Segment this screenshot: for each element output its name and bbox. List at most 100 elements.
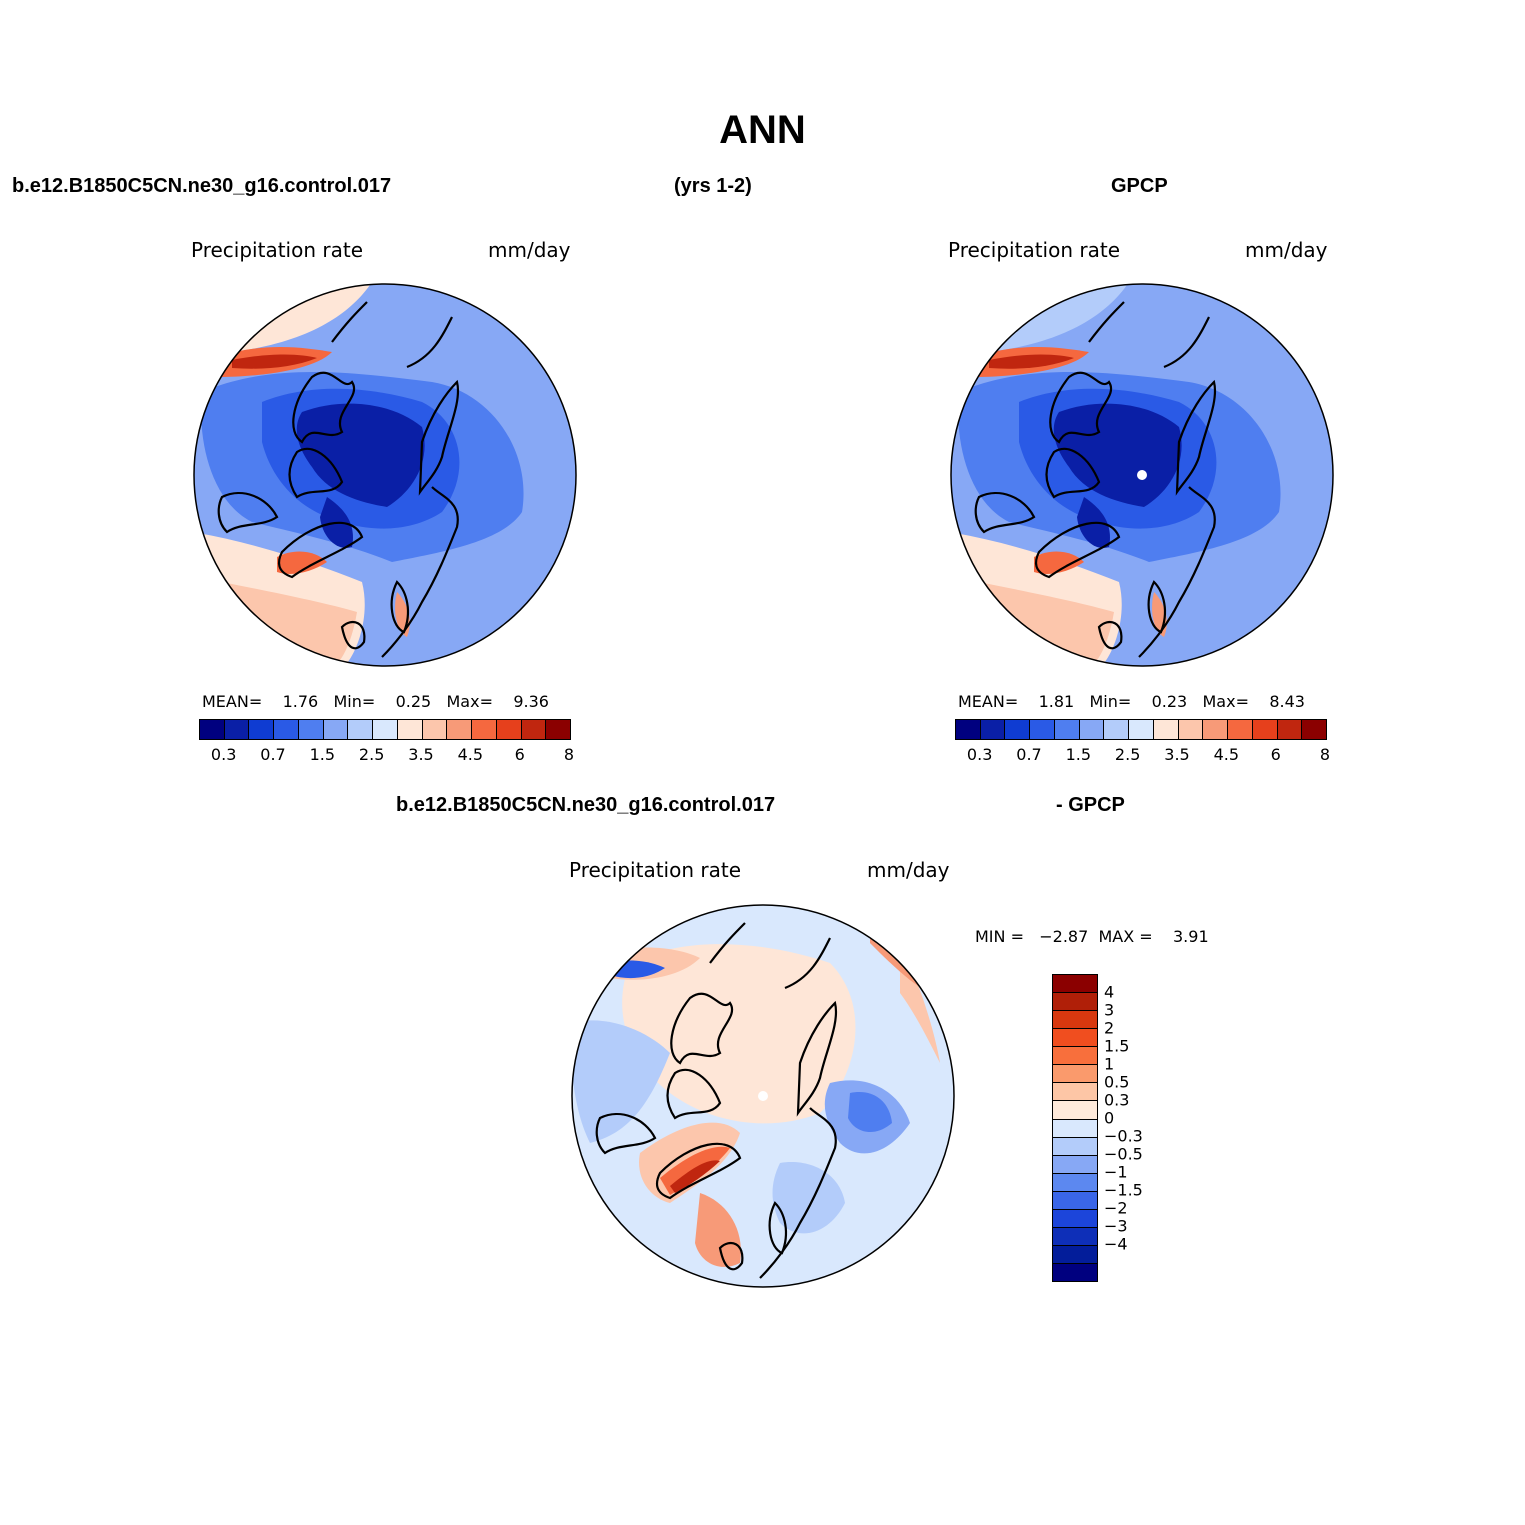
diff-colorbar-tick-label: −0.5	[1104, 1144, 1143, 1164]
main-title: ANN	[719, 108, 806, 152]
coastline	[277, 521, 364, 579]
obs-colorbar-swatch	[1277, 720, 1303, 739]
diff-colorbar-swatch	[1053, 993, 1097, 1012]
obs-colorbar-swatch	[1079, 720, 1105, 739]
diff-colorbar-tick-label: −0.3	[1104, 1126, 1143, 1146]
obs-colorbar-swatch	[1054, 720, 1080, 739]
coastline	[768, 1201, 788, 1255]
model-colorbar-tick-label: 2.5	[358, 745, 385, 764]
obs-stats: MEAN= 1.81 Min= 0.23 Max= 8.43	[958, 692, 1305, 711]
coastline	[974, 492, 1036, 534]
coastline	[1045, 447, 1101, 499]
model-colorbar-swatch	[298, 720, 324, 739]
diff-panel-unit-label: mm/day	[867, 858, 950, 882]
coastline	[1088, 301, 1210, 369]
years-header: (yrs 1-2)	[674, 175, 752, 197]
coastline	[1049, 371, 1113, 444]
model-colorbar-swatch	[348, 720, 374, 739]
diff-colorbar-swatch	[1053, 1209, 1097, 1228]
model-max-value: 9.36	[513, 692, 549, 711]
model-colorbar-tick-label: 0.3	[210, 745, 237, 764]
diff-colorbar-swatch	[1053, 1245, 1097, 1264]
precip-region	[572, 1020, 670, 1143]
model-colorbar-tick-label: 3.5	[408, 745, 434, 764]
model-colorbar-ticks: 0.3 0.7 1.5 2.5 3.5 4.5 6 8	[199, 745, 574, 765]
obs-colorbar-swatch	[1030, 720, 1055, 739]
model-min-label: Min=	[333, 692, 376, 711]
precip-region	[848, 1092, 892, 1133]
model-colorbar-tick-label: 1.5	[309, 745, 336, 764]
model-colorbar-swatch	[472, 720, 497, 739]
model-colorbar-swatch	[447, 720, 473, 739]
coastline	[670, 992, 734, 1065]
diff-precip-map	[571, 904, 955, 1288]
diff-colorbar-swatch	[1053, 1119, 1097, 1138]
pole-marker	[1137, 470, 1147, 480]
obs-colorbar-ticks: 0.3 0.7 1.5 2.5 3.5 4.5 6 8	[955, 745, 1330, 765]
model-colorbar-swatch	[249, 720, 275, 739]
obs-min-label: Min=	[1089, 692, 1132, 711]
coastline	[655, 1142, 742, 1200]
model-colorbar-tick-label: 0.7	[260, 745, 286, 764]
diff-colorbar-tick-label: 0	[1104, 1108, 1115, 1128]
obs-colorbar-swatch	[1153, 720, 1179, 739]
diff-colorbar-swatch	[1053, 1191, 1097, 1210]
obs-colorbar-swatch	[1104, 720, 1130, 739]
coastline	[1034, 521, 1121, 579]
obs-colorbar-swatch	[1302, 720, 1327, 739]
obs-colorbar-swatch	[1252, 720, 1278, 739]
model-colorbar	[199, 719, 571, 740]
diff-colorbar-swatch	[1053, 1011, 1097, 1030]
precip-region	[277, 551, 327, 574]
diff-colorbar-tick-label: 1	[1104, 1054, 1115, 1074]
diff-colorbar-tick-label: 2	[1104, 1018, 1115, 1038]
coastline	[390, 580, 410, 634]
coastline	[709, 922, 831, 990]
diff-colorbar-swatch	[1053, 1155, 1097, 1174]
model-colorbar-swatch	[397, 720, 423, 739]
model-colorbar-swatch	[274, 720, 299, 739]
model-colorbar-swatch	[521, 720, 547, 739]
diff-colorbar-tick-label: 0.5	[1104, 1072, 1130, 1092]
coastline	[718, 1241, 744, 1271]
diff-colorbar-tick-label: 4	[1104, 982, 1115, 1002]
obs-mean-label: MEAN=	[958, 692, 1019, 711]
model-min-value: 0.25	[395, 692, 432, 711]
obs-min-value: 0.23	[1151, 692, 1188, 711]
obs-colorbar-tick-label: 1.5	[1065, 745, 1092, 764]
diff-colorbar-swatch	[1053, 1227, 1097, 1246]
obs-colorbar-tick-label: 2.5	[1114, 745, 1141, 764]
obs-colorbar-tick-label: 4.5	[1213, 745, 1240, 764]
diff-colorbar-tick-label: 0.3	[1104, 1090, 1130, 1110]
model-colorbar-tick-label: 4.5	[457, 745, 484, 764]
coastline	[666, 1068, 722, 1120]
diff-panel-left-label: Precipitation rate	[569, 858, 741, 882]
coastline	[1097, 620, 1123, 650]
diff-colorbar-tick-label: −3	[1104, 1216, 1128, 1236]
obs-colorbar-swatch	[980, 720, 1006, 739]
obs-colorbar-tick-label: 0.7	[1016, 745, 1042, 764]
model-mean-value: 1.76	[282, 692, 319, 711]
obs-colorbar-swatch	[956, 720, 981, 739]
case-name-header: b.e12.B1850C5CN.ne30_g16.control.017	[12, 175, 392, 197]
precip-region	[622, 944, 856, 1124]
obs-colorbar-tick-label: 0.3	[966, 745, 993, 764]
model-mean-label: MEAN=	[202, 692, 263, 711]
precip-region	[772, 1162, 845, 1234]
coastline	[418, 379, 460, 496]
diff-colorbar-swatch	[1053, 1047, 1097, 1066]
diff-minmax: MIN = −2.87 MAX = 3.91	[975, 927, 1209, 946]
coastline	[796, 1000, 838, 1117]
model-panel-left-label: Precipitation rate	[191, 238, 363, 262]
model-colorbar-tick-label: 8	[563, 745, 575, 764]
obs-colorbar-swatch	[1178, 720, 1204, 739]
coastline	[1147, 580, 1167, 634]
obs-colorbar-swatch	[1129, 720, 1154, 739]
coastline	[331, 301, 453, 369]
obs-colorbar-swatch	[1005, 720, 1031, 739]
diff-colorbar	[1052, 974, 1098, 1282]
model-colorbar-swatch	[496, 720, 522, 739]
model-colorbar-swatch	[546, 720, 571, 739]
obs-colorbar-swatch	[1228, 720, 1253, 739]
model-colorbar-swatch	[422, 720, 448, 739]
